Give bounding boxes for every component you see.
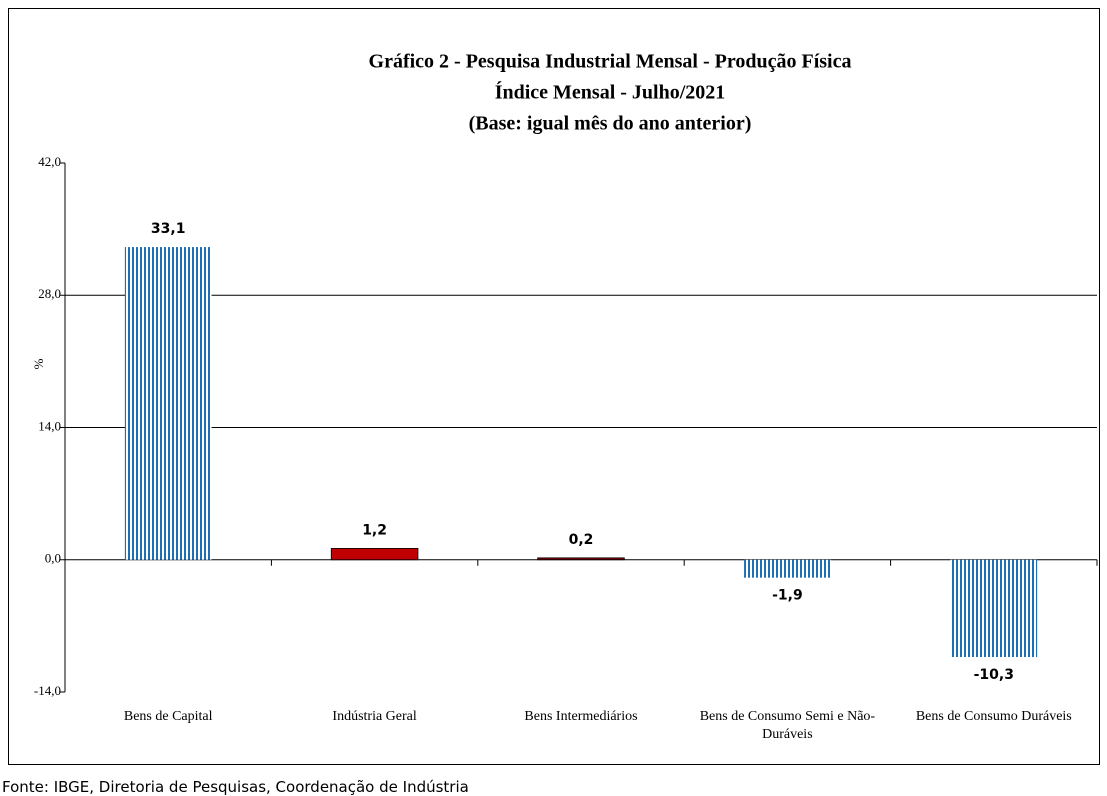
bar — [330, 548, 419, 561]
y-tick-label: 0,0 — [45, 551, 61, 566]
chart-subtitle: Índice Mensal - Julho/2021 — [495, 81, 726, 104]
bar — [124, 247, 212, 560]
bar — [950, 559, 1038, 658]
y-axis-label: % — [31, 358, 46, 369]
x-tick-label: Bens de Capital — [123, 709, 213, 724]
value-label: 33,1 — [151, 221, 186, 237]
x-tick-label: Indústria Geral — [332, 709, 417, 724]
value-label: 0,2 — [569, 532, 594, 548]
value-label: -10,3 — [974, 667, 1014, 683]
value-label: 1,2 — [362, 522, 387, 538]
y-tick-label: 14,0 — [38, 418, 61, 433]
x-tick-label: Bens de Consumo Semi e Não-Duráveis — [699, 709, 876, 742]
source-note: Fonte: IBGE, Diretoria de Pesquisas, Coo… — [2, 778, 469, 796]
y-tick-label: 42,0 — [38, 154, 61, 169]
y-tick-label: -14,0 — [34, 683, 61, 698]
chart-subtitle: (Base: igual mês do ano anterior) — [469, 113, 752, 135]
chart-title: Gráfico 2 - Pesquisa Industrial Mensal -… — [369, 51, 852, 73]
bar — [744, 559, 831, 578]
x-tick-label: Bens de Consumo Duráveis — [915, 709, 1072, 724]
x-tick-label: Bens Intermediários — [524, 709, 638, 724]
bar — [537, 557, 625, 561]
chart-frame — [8, 8, 1100, 765]
value-label: -1,9 — [772, 588, 803, 604]
y-tick-label: 28,0 — [38, 286, 61, 301]
